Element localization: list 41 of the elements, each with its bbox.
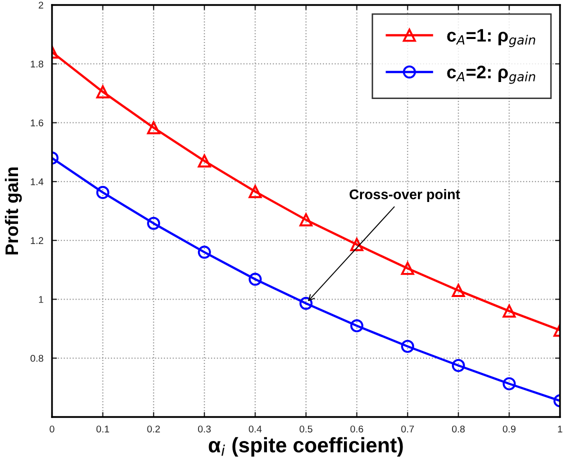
point xyxy=(248,272,262,286)
point xyxy=(96,186,110,199)
x-tick-label: 0.6 xyxy=(350,426,364,432)
y-tick-label: 1.2 xyxy=(30,237,44,244)
point xyxy=(198,246,211,259)
y-tick-label: 1.6 xyxy=(30,119,44,126)
point xyxy=(502,304,516,318)
x-tick-label: 0 xyxy=(50,426,54,432)
point xyxy=(350,238,364,252)
point xyxy=(299,296,313,310)
point xyxy=(96,85,110,98)
y-tick-label: 1.4 xyxy=(30,178,44,186)
y-tick-label: 1.8 xyxy=(30,60,44,68)
point xyxy=(452,284,465,297)
x-tick-label: 0.4 xyxy=(248,426,262,432)
x-tick-label: 1 xyxy=(558,426,562,432)
point xyxy=(350,319,364,332)
point xyxy=(147,216,160,230)
x-tick-label: 0.1 xyxy=(96,426,110,432)
point xyxy=(502,377,516,390)
x-tick-label: 0.3 xyxy=(198,426,211,432)
point xyxy=(299,213,313,226)
y-axis-title: Profit gain xyxy=(4,167,22,254)
x-tick-label: 0.2 xyxy=(147,426,160,432)
x-axis-title: α$_{i}$ (spite coefficient) xyxy=(208,437,403,457)
x-tick-label: 0.5 xyxy=(300,426,312,432)
point xyxy=(401,340,414,353)
y-tick-label: 0.8 xyxy=(30,354,44,362)
legend-label: c$_{A}$=2: ρ$_{gain}$ xyxy=(447,66,536,84)
x-tick-label: 0.7 xyxy=(401,426,414,432)
point xyxy=(452,358,465,372)
x-tick-label: 0.8 xyxy=(452,426,465,432)
y-tick-label: 1 xyxy=(39,296,44,303)
point xyxy=(248,185,262,198)
point xyxy=(198,154,211,168)
x-tick-label: 0.9 xyxy=(502,426,516,432)
y-tick-label: 2 xyxy=(38,2,44,9)
point xyxy=(401,262,414,275)
legend-label: c$_{A}$=1: ρ$_{gain}$ xyxy=(447,29,536,48)
annotation: Cross-over point xyxy=(350,189,460,202)
point xyxy=(147,121,160,134)
